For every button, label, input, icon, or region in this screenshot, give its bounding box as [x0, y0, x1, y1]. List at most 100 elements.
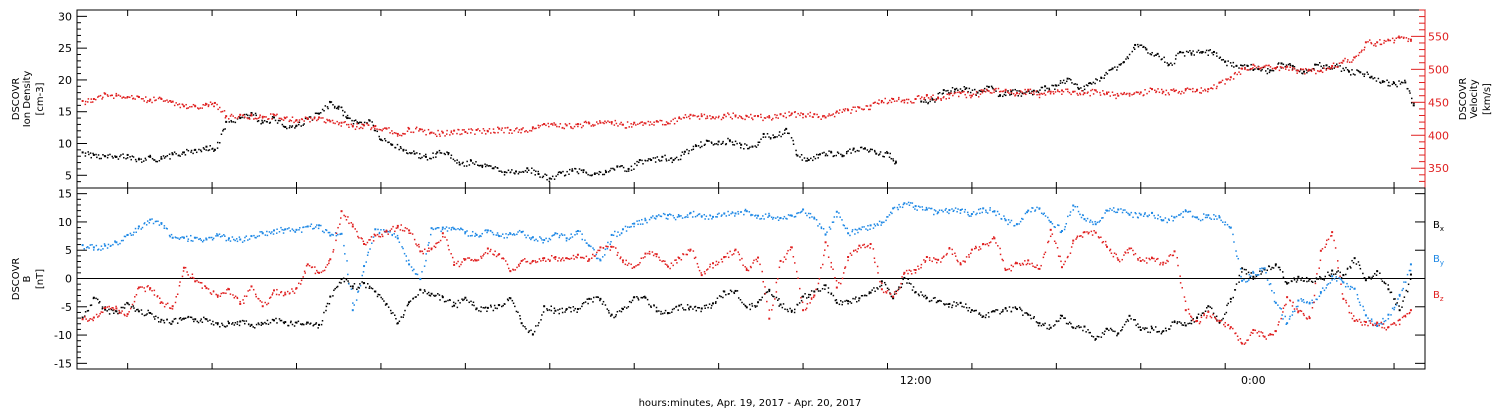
bx-series-dot — [874, 290, 876, 293]
by-series-dot — [1077, 210, 1080, 213]
bx-series-point — [678, 304, 681, 307]
ion-density-series-dot — [814, 157, 817, 160]
bx-series-dot — [290, 320, 292, 323]
velocity-series-dot — [862, 108, 865, 111]
by-series-dot — [799, 211, 801, 214]
by-series-point — [1376, 325, 1379, 328]
ion-density-series-dot — [969, 91, 972, 94]
velocity-series-dot — [619, 123, 621, 125]
bz-series-dot — [777, 278, 779, 280]
ion-density-series-dot — [125, 157, 127, 160]
bz-series-dot — [1235, 332, 1237, 334]
bx-series-dot — [291, 323, 294, 326]
bx-series-dot — [154, 318, 156, 320]
bz-series-dot — [1327, 238, 1330, 241]
bx-series-dot — [1334, 273, 1337, 275]
by-series-dot — [177, 237, 179, 239]
velocity-series-dot — [1246, 69, 1248, 71]
velocity-series-point — [925, 94, 928, 97]
bz-series-dot — [392, 225, 394, 228]
by-series-dot — [317, 227, 320, 230]
velocity-series-dot — [148, 100, 151, 103]
by-series-dot — [1000, 218, 1003, 220]
bz-series-dot — [753, 259, 755, 262]
bx-series-point — [104, 308, 107, 311]
bz-series-dot — [630, 263, 632, 266]
bz-series-dot — [1026, 262, 1029, 265]
bx-series-dot — [1345, 273, 1347, 276]
bz-series-dot — [1165, 262, 1167, 265]
velocity-series-dot — [1391, 37, 1394, 40]
bz-series-dot — [271, 292, 274, 294]
velocity-series-dot — [843, 110, 846, 112]
bz-series-dot — [1367, 324, 1369, 327]
by-series-dot — [989, 209, 991, 211]
ion-density-series-dot — [1351, 69, 1353, 71]
bx-series-dot — [873, 287, 875, 289]
by-series-dot — [1092, 223, 1094, 226]
bz-series-dot — [1130, 247, 1133, 250]
bz-series-dot — [1302, 312, 1305, 315]
ion-density-series-dot — [1215, 52, 1218, 54]
ion-density-series-dot — [1119, 64, 1122, 66]
by-series-dot — [163, 227, 166, 229]
bx-series-dot — [1026, 312, 1029, 315]
bx-series-dot — [1243, 268, 1246, 271]
velocity-series-dot — [175, 102, 177, 104]
velocity-series-dot — [334, 122, 336, 125]
by-series-dot — [429, 233, 432, 236]
bx-series-dot — [1379, 272, 1381, 274]
ion-density-series-dot — [1192, 50, 1194, 52]
bx-series-dot — [1104, 330, 1106, 333]
by-series-dot — [280, 226, 282, 229]
bz-series-dot — [1345, 299, 1347, 302]
by-series-dot — [1197, 218, 1200, 221]
by-series-dot — [748, 211, 751, 213]
bx-series-dot — [1336, 271, 1338, 273]
by-series-dot — [464, 232, 466, 235]
velocity-series-dot — [580, 126, 583, 129]
ion-density-series-dot — [550, 178, 553, 180]
by-series-dot — [276, 232, 278, 234]
bz-series-point — [892, 295, 895, 298]
bx-series-dot — [412, 297, 415, 300]
ion-density-series-dot — [134, 158, 137, 161]
ion-density-series-dot — [530, 172, 533, 174]
bz-series-dot — [706, 269, 708, 271]
bz-series-point — [1263, 335, 1266, 338]
velocity-series-dot — [831, 114, 833, 116]
bz-series-dot — [1397, 319, 1400, 322]
bz-series-dot — [156, 295, 159, 297]
bz-series-dot — [744, 266, 746, 268]
bx-series-dot — [1126, 318, 1129, 321]
velocity-series-dot — [1137, 91, 1139, 94]
by-series-dot — [1393, 306, 1396, 309]
by-series-dot — [1333, 278, 1336, 280]
velocity-series-dot — [855, 110, 857, 112]
bz-series-point — [92, 316, 95, 319]
bz-series-dot — [1022, 263, 1025, 266]
ion-density-series-dot — [372, 124, 375, 127]
bx-series-dot — [955, 302, 958, 304]
by-series-dot — [1371, 320, 1373, 322]
velocity-series-point — [1083, 92, 1086, 95]
bz-series-dot — [1190, 316, 1193, 319]
velocity-series-point — [115, 94, 118, 97]
velocity-series-dot — [689, 117, 691, 120]
bz-series-dot — [489, 250, 491, 253]
velocity-series-point — [351, 125, 354, 128]
bx-series-dot — [1030, 317, 1032, 320]
bz-series-dot — [1025, 263, 1028, 266]
ion-density-series-dot — [378, 135, 380, 138]
ion-density-series-point — [627, 167, 630, 170]
velocity-series-dot — [1238, 71, 1240, 73]
by-series-dot — [732, 212, 734, 214]
bz-series-dot — [118, 312, 121, 314]
legend-by: By — [1433, 254, 1444, 267]
ion-density-series-dot — [1051, 84, 1053, 87]
velocity-series-point — [610, 121, 613, 124]
ion-density-series-dot — [147, 155, 150, 158]
velocity-series-dot — [199, 107, 202, 109]
by-series-dot — [1135, 212, 1137, 215]
